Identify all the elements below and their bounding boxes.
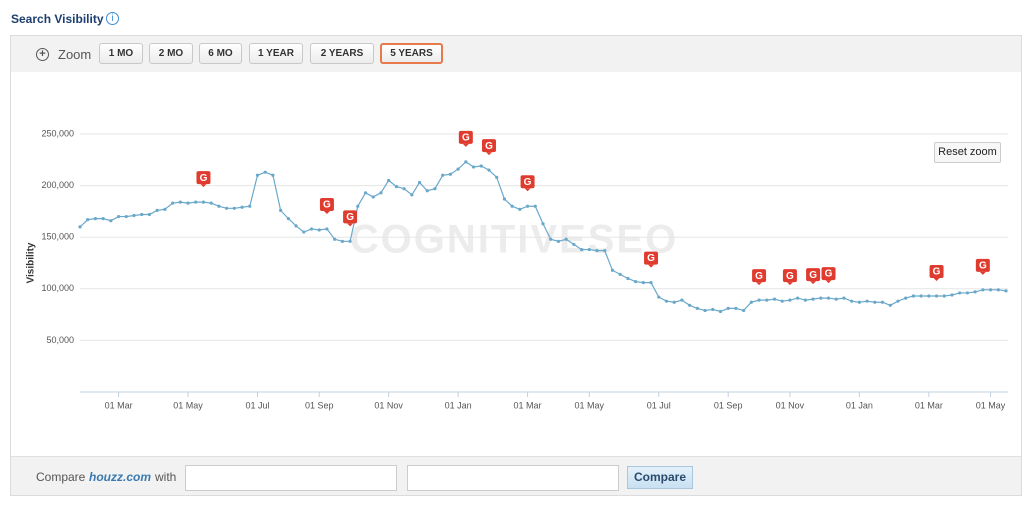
compare-prefix: Compare (36, 470, 86, 484)
section-title: Search Visibility (11, 12, 104, 26)
compare-with: with (155, 470, 177, 484)
zoom-label: Zoom (58, 47, 92, 62)
zoom-button[interactable]: 2 MO (149, 43, 193, 64)
compare-input[interactable] (185, 465, 397, 491)
reset-zoom-button[interactable]: Reset zoom (934, 142, 1001, 163)
info-icon[interactable]: i (106, 12, 119, 25)
compare-button[interactable]: Compare (627, 466, 693, 489)
zoom-button[interactable]: 2 YEARS (310, 43, 374, 64)
zoom-button[interactable]: 6 MO (199, 43, 242, 64)
zoom-button[interactable]: 1 MO (99, 43, 143, 64)
zoom-button[interactable]: 5 YEARS (380, 43, 443, 64)
zoom-button[interactable]: 1 YEAR (249, 43, 303, 64)
zoom-icon: + (36, 48, 49, 61)
compare-input[interactable] (407, 465, 619, 491)
chart-panel (10, 35, 1022, 496)
compare-site: houzz.com (89, 470, 151, 484)
